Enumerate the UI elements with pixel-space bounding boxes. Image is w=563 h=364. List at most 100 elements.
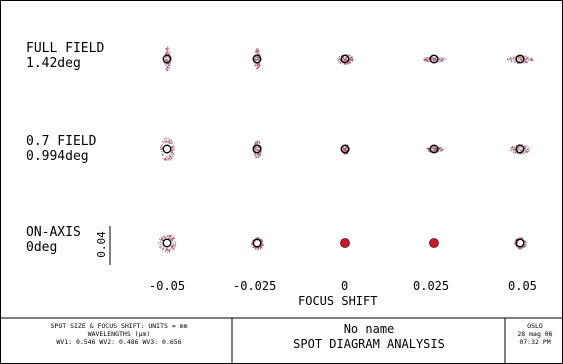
spot-ray-point (169, 55, 171, 56)
spot-ray-point (168, 60, 170, 61)
spot-ray-point (510, 150, 512, 152)
spot-ray-point (257, 153, 259, 155)
spot-ray-point (175, 240, 177, 242)
spot-ray-point (515, 60, 517, 62)
spot-ray-point (172, 246, 174, 248)
spot-ray-point (170, 235, 172, 237)
spot-ray-point (428, 59, 430, 60)
spot-ray-point (527, 62, 528, 64)
spot-ray-point (169, 67, 170, 69)
spot-ray-point (172, 238, 174, 239)
spot-ray-point (521, 149, 523, 151)
spot-ray-point (517, 240, 519, 242)
spot-ray-point (166, 66, 168, 68)
spot-ray-point (173, 147, 175, 149)
spot-ray-point (516, 238, 518, 240)
spot-ray-point (165, 57, 167, 59)
spot-ray-point (510, 56, 512, 58)
spot-ray-point (508, 60, 510, 62)
spot-ray-point (519, 55, 521, 57)
spot-ray-point (518, 58, 519, 60)
field-label-full: FULL FIELD 1.42deg (26, 41, 104, 71)
spot-ray-point (258, 141, 260, 142)
spot-ray-point (163, 248, 165, 250)
spot-ray-point (167, 66, 169, 67)
spot-ray-point (431, 148, 432, 150)
spot-ray-point (345, 148, 346, 150)
spot-ray-point (257, 52, 259, 54)
spot-ray-point (163, 235, 165, 237)
spot-ray-point (159, 246, 160, 248)
spot-ray-point (436, 59, 438, 61)
spot-ray-point (162, 153, 164, 155)
spot-ray-point (163, 238, 164, 240)
spot-ray-point (524, 58, 526, 60)
spot-ray-point (512, 149, 514, 150)
spot-ray-point (169, 157, 171, 159)
spot-ray-point (511, 61, 513, 63)
spot-ray-point (255, 237, 257, 239)
spot-ray-point (517, 148, 519, 150)
spot-ray-point (173, 237, 175, 238)
spot-ray-point (515, 240, 517, 242)
spot-ray-point (164, 236, 166, 238)
spot-ray-point (254, 155, 256, 157)
spot-ray-point (164, 237, 166, 239)
spot-ray-point (518, 153, 520, 155)
spot-ray-point (529, 59, 531, 60)
spot-ray-point (441, 59, 442, 61)
spot-ray-point (254, 58, 255, 60)
spot-ray-point (438, 146, 440, 148)
spot-ray-point (165, 238, 166, 240)
spot-ray-point (514, 146, 516, 148)
spot-ray-point (351, 59, 352, 61)
spot-ray-point (257, 59, 259, 61)
spot-ray-point (349, 62, 351, 64)
spot-ray-point (526, 145, 528, 147)
spot-ray-point (172, 246, 174, 248)
spot-ray-point (258, 59, 260, 61)
spot-ray-point (525, 148, 526, 149)
spot-ray-point (259, 142, 260, 144)
airy-disk-circle (515, 54, 525, 64)
spot-ray-point (428, 58, 430, 59)
spot-ray-point (344, 58, 346, 60)
spot-ray-point (423, 58, 425, 60)
spot-ray-point (169, 154, 171, 156)
spot-ray-point (254, 152, 256, 154)
spot-ray-point (169, 143, 171, 145)
spot-ray-point (171, 247, 172, 249)
spot-ray-point (172, 241, 173, 243)
spot-ray-point (160, 239, 162, 241)
spot-ray-point (520, 238, 522, 239)
footer-wv-line: WV1: 0.546 WV2: 0.486 WV3: 0.656 (56, 338, 182, 346)
spot-ray-point (258, 52, 260, 54)
spot-ray-point (254, 153, 256, 155)
spot-ray-point (436, 148, 438, 149)
spot-ray-point (339, 58, 340, 60)
spot-ray-point (351, 57, 353, 59)
spot-ray-point (254, 150, 255, 152)
spot-ray-point (435, 150, 437, 152)
spot-ray-point (350, 59, 352, 61)
spot-ray-point (525, 241, 526, 242)
spot-ray-point (443, 58, 445, 59)
spot-ray-point (253, 149, 255, 151)
spot-ray-point (161, 249, 163, 251)
spot-ray-point (256, 51, 257, 53)
spot-ray-point (427, 59, 429, 61)
spot-ray-point (519, 237, 521, 238)
spot-ray-point (168, 159, 169, 161)
spot-ray-point (433, 149, 435, 151)
spot-ray-point (161, 149, 163, 150)
spot-ray-point (168, 69, 170, 71)
spot-ray-point (349, 57, 351, 59)
spot-ray-point (425, 58, 427, 60)
spot-ray-point (431, 56, 433, 58)
spot-ray-point (438, 61, 440, 62)
spot-ray-point (514, 148, 516, 150)
spot-ray-point (512, 146, 513, 147)
spot-ray-point (165, 51, 167, 53)
spot-ray-point (165, 158, 167, 160)
spot-ray-point (345, 60, 347, 62)
